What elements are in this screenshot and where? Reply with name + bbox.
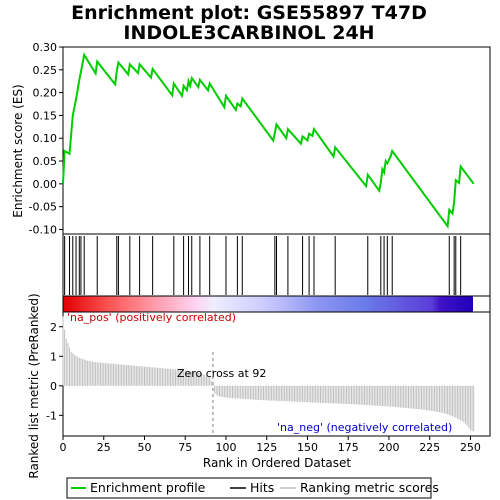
ranking-metric-bars [62,316,475,432]
es-y-tick-label: 0.15 [33,109,58,122]
es-panel-frame [62,46,491,235]
positive-correlation-label: 'na_pos' (positively correlated) [67,311,236,324]
es-y-ticks: 0.30 0.25 0.20 0.15 0.10 0.05 0.00 -0.05 -0.10 [29,41,63,236]
es-y-tick-label: 0.25 [33,64,58,77]
es-y-tick-label: -0.05 [29,201,57,214]
metric-y-ticks: 2 1 0 -1 [46,321,63,422]
metric-y-tick-label: -1 [46,409,57,422]
chart-title-line-1: Enrichment plot: GSE55897 T47D [71,2,427,24]
hit-markers [64,236,462,295]
enrichment-profile-line [62,52,475,229]
metric-y-tick-label: 1 [50,350,57,363]
x-tick-label: 200 [378,441,399,454]
x-tick-label: 25 [97,441,111,454]
legend-box [66,477,432,499]
zero-cross-label: Zero cross at 92 [177,367,266,380]
x-tick-label: 0 [60,441,67,454]
es-y-tick-label: -0.10 [29,223,57,236]
x-tick-label: 100 [215,441,236,454]
negative-correlation-label: 'na_neg' (negatively correlated) [277,421,452,434]
x-tick-label: 125 [256,441,277,454]
x-tick-label: 175 [338,441,359,454]
x-tick-label: 150 [297,441,318,454]
x-tick-label: 250 [460,441,481,454]
x-tick-label: 75 [178,441,192,454]
es-y-tick-label: 0.05 [33,155,58,168]
legend-enrichment-profile-label: Enrichment profile [90,480,206,495]
x-tick-label: 50 [137,441,151,454]
x-tick-label: 225 [419,441,440,454]
legend-hits-label: Hits [250,480,274,495]
x-axis-label: Rank in Ordered Dataset [203,456,351,470]
legend-ranking-metric-label: Ranking metric scores [300,480,439,495]
es-y-tick-label: 0.10 [33,132,58,145]
es-y-tick-label: 0.30 [33,41,58,54]
es-y-axis-label: Enrichment score (ES) [11,84,25,217]
chart-title-line-2: INDOLE3CARBINOL 24H [123,22,374,44]
metric-panel-frame [62,311,491,437]
metric-y-axis-label: Ranked list metric (PreRanked) [27,293,41,478]
metric-y-tick-label: 0 [50,380,57,393]
ranking-heat-bar [63,296,473,312]
es-y-tick-label: 0.20 [33,87,58,100]
x-axis-ticks: 0 25 50 75 100 125 150 175 200 225 250 [60,436,481,454]
es-y-tick-label: 0.00 [33,178,58,191]
metric-y-tick-label: 2 [50,321,57,334]
